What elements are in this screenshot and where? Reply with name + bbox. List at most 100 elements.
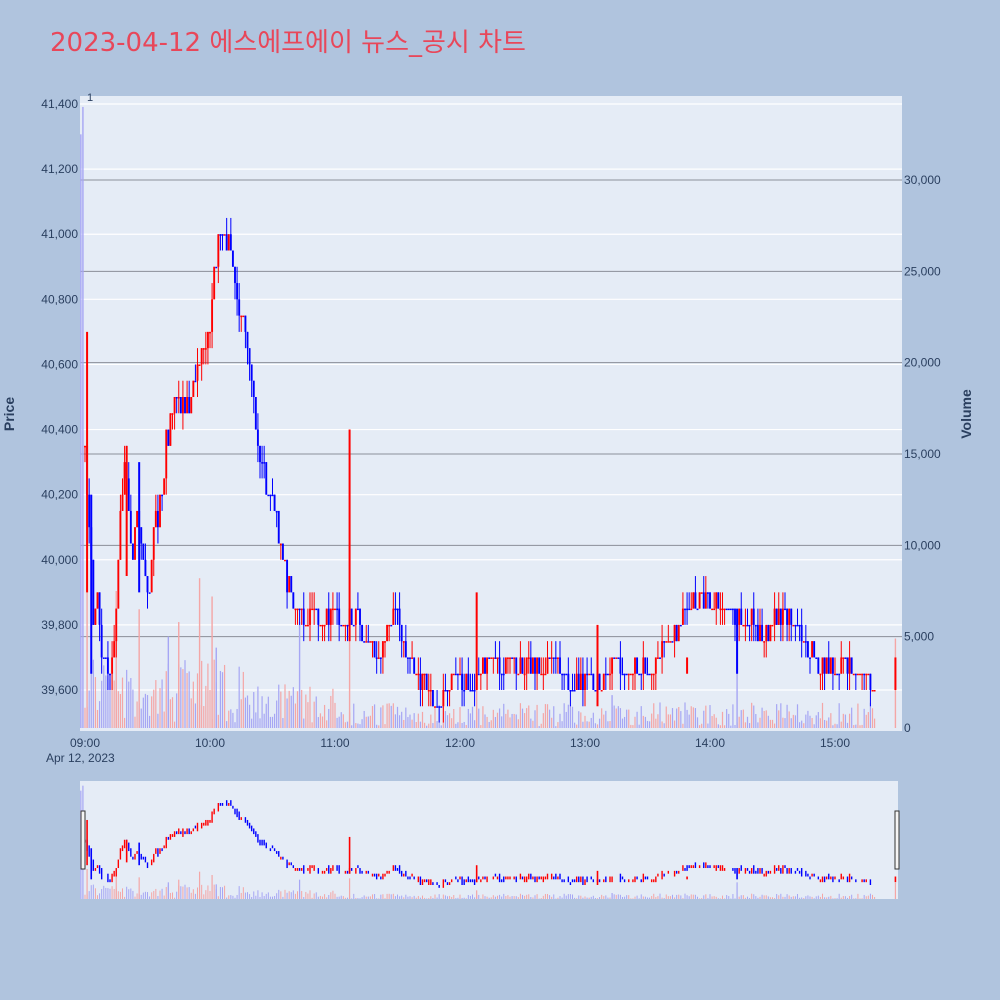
candle-body — [248, 348, 251, 365]
volume-bar — [621, 718, 624, 728]
navigator-volume-bar — [676, 894, 678, 899]
candle-body — [521, 657, 524, 674]
navigator-volume-bar — [680, 895, 682, 899]
navigator-volume-bar — [105, 887, 107, 899]
candle-body — [406, 657, 409, 659]
volume-bar — [588, 721, 590, 728]
navigator-volume-bar — [97, 895, 98, 899]
candle-body — [719, 608, 722, 611]
price-tick-label: 39,800 — [41, 618, 78, 632]
volume-bar — [369, 715, 372, 728]
navigator-volume-bar — [547, 893, 548, 899]
navigator-volume-bar — [709, 894, 711, 899]
candle-body — [592, 673, 595, 690]
navigator-right-handle[interactable] — [894, 810, 900, 870]
navigator-volume-bar — [861, 898, 863, 899]
candle-body — [159, 494, 161, 528]
navigator-volume-bar — [655, 897, 657, 899]
candle-body — [134, 527, 136, 560]
navigator-volume-bar — [469, 895, 471, 899]
volume-bar — [217, 714, 219, 728]
plot-area[interactable] — [80, 96, 902, 731]
volume-bar — [228, 710, 230, 728]
volume-bar — [263, 713, 265, 728]
candle-body — [306, 624, 309, 627]
navigator-volume-bar — [661, 897, 663, 899]
navigator-volume-bar — [634, 896, 636, 899]
navigator-volume-bar — [449, 895, 451, 899]
candle-body — [681, 608, 684, 625]
price-gridlines — [80, 103, 902, 691]
candle-body — [321, 624, 324, 627]
navigator-volume-bar — [690, 894, 692, 899]
volume-bar — [832, 725, 834, 728]
navigator-volume-bar — [478, 894, 480, 899]
volume-bar — [619, 708, 622, 728]
navigator-background[interactable] — [80, 781, 898, 899]
volume-bar — [673, 720, 676, 728]
candle-body — [111, 657, 114, 674]
navigator-volume-bar — [155, 888, 157, 899]
navigator-volume-bar — [344, 897, 346, 899]
volume-bar — [730, 725, 732, 728]
volume-bar — [457, 722, 459, 728]
navigator-volume-bar — [588, 897, 590, 899]
navigator-volume-bar — [605, 895, 607, 899]
navigator-volume-bar — [834, 898, 836, 899]
navigator-volume-bar — [447, 896, 448, 899]
navigator-volume-bar — [534, 895, 536, 899]
candle-body — [142, 543, 145, 560]
navigator-volume-bar — [686, 895, 688, 899]
navigator-volume-bar — [665, 894, 667, 899]
navigator-left-handle[interactable] — [80, 810, 86, 870]
candle-body — [417, 673, 420, 676]
annotation-label: 1 — [87, 92, 93, 104]
navigator-volume-spike — [476, 890, 478, 899]
candle-body — [161, 494, 164, 497]
range-navigator[interactable] — [80, 781, 900, 899]
candle-body — [602, 673, 605, 690]
navigator-volume-bar — [203, 894, 205, 899]
navigator-volume-bar — [234, 897, 236, 899]
volume-bar — [213, 659, 215, 728]
candle-body — [667, 641, 670, 643]
candle-body — [709, 592, 711, 609]
navigator-volume-bar — [367, 896, 369, 899]
volume-bar — [128, 681, 130, 728]
candle-body — [438, 706, 441, 708]
candle-body — [181, 397, 184, 414]
candle-body — [486, 657, 489, 674]
volume-bar — [486, 716, 488, 728]
volume-bar — [105, 675, 107, 728]
navigator-volume-bar — [615, 894, 617, 899]
navigator-volume-bar — [597, 898, 598, 899]
candle-body — [244, 315, 247, 332]
candle-body — [440, 706, 443, 708]
navigator-volume-bar — [472, 894, 473, 899]
navigator-volume-bar — [436, 897, 438, 899]
candle-body — [238, 299, 241, 316]
volume-bar — [417, 713, 419, 728]
candle-body — [256, 429, 259, 446]
navigator-volume-bar — [342, 896, 344, 899]
candle-body — [798, 624, 801, 627]
volume-bar — [769, 719, 772, 728]
volume-bar — [219, 670, 222, 728]
candle-body — [271, 494, 274, 497]
volume-bar — [342, 714, 344, 728]
volume-bar — [126, 669, 128, 728]
navigator-volume-bar — [563, 893, 565, 899]
navigator-volume-bar — [722, 895, 723, 899]
candle-body — [609, 673, 611, 676]
volume-bar — [107, 676, 109, 728]
candle-body — [104, 657, 107, 659]
candle-body — [802, 641, 805, 643]
candle-body — [92, 559, 95, 625]
candle-body — [661, 641, 664, 658]
volume-bar — [411, 719, 413, 728]
candle-body — [213, 266, 216, 300]
candle-body — [773, 608, 776, 625]
candle-body — [523, 673, 526, 676]
candle-body — [698, 592, 701, 609]
